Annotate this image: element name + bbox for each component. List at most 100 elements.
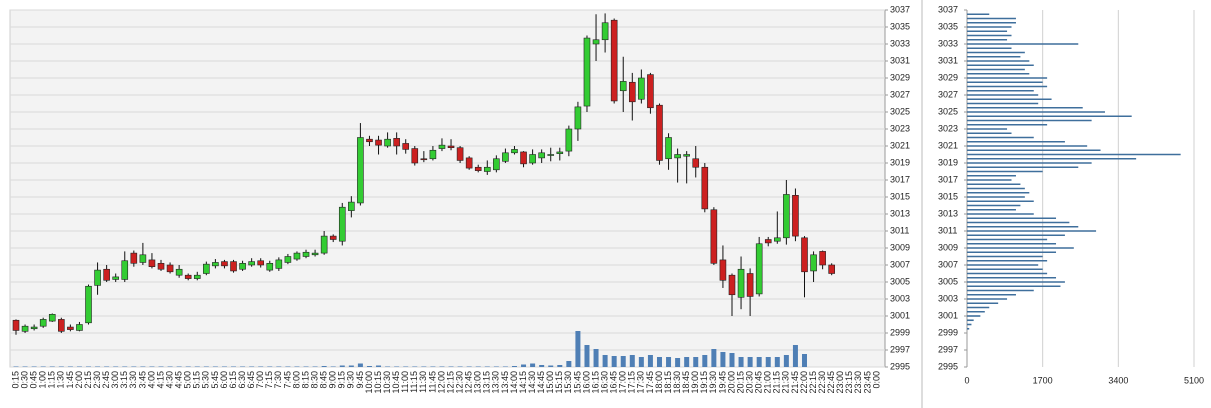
candle-body xyxy=(538,152,545,159)
volume-bar xyxy=(457,366,463,367)
y-tick-label: 3011 xyxy=(890,225,909,235)
y-tick-label: 3007 xyxy=(938,259,958,269)
x-tick-label: 0 xyxy=(964,375,969,385)
x-tick-label: 1:15 xyxy=(47,371,57,389)
x-tick-label: 23:00 xyxy=(835,371,845,394)
candle-body xyxy=(601,22,609,41)
candle-body xyxy=(565,128,573,152)
volume-bar xyxy=(31,366,37,367)
candle-body xyxy=(329,235,337,240)
x-tick-label: 8:15 xyxy=(300,371,310,389)
y-tick-label: 3005 xyxy=(890,276,910,286)
y-tick-label: 3037 xyxy=(890,4,910,14)
x-tick-label: 6:30 xyxy=(237,371,247,389)
volume-bar xyxy=(783,355,789,367)
x-tick-label: 0:15 xyxy=(10,371,20,389)
volume-bar xyxy=(122,366,128,367)
y-tick-label: 3003 xyxy=(938,293,958,303)
candle-body xyxy=(148,259,156,267)
volume-bar xyxy=(22,366,28,367)
candle-body xyxy=(493,158,500,171)
x-tick-label: 19:30 xyxy=(708,371,718,394)
x-tick-label: 9:15 xyxy=(337,371,347,389)
x-tick-label: 3:45 xyxy=(137,371,147,389)
y-tick-label: 3035 xyxy=(890,21,910,31)
volume-bar xyxy=(702,355,708,367)
volume-bar xyxy=(666,357,672,367)
x-tick-label: 7:15 xyxy=(264,371,274,389)
y-tick-label: 3031 xyxy=(938,55,958,65)
x-tick-label: 11:15 xyxy=(409,371,419,393)
candle-body xyxy=(665,137,672,160)
x-tick-label: 17:30 xyxy=(636,371,646,394)
y-tick-label: 3021 xyxy=(890,140,910,150)
volume-bar xyxy=(339,365,345,367)
candle-body xyxy=(438,144,446,149)
y-tick-label: 2997 xyxy=(938,344,958,354)
candle-body xyxy=(239,262,246,270)
volume-bar xyxy=(421,366,427,367)
candle-body xyxy=(692,158,700,168)
x-tick-label: 3:30 xyxy=(128,371,138,389)
candle-body xyxy=(48,313,56,322)
candle-body xyxy=(320,235,328,254)
x-tick-label: 20:15 xyxy=(735,371,745,394)
volume-bar xyxy=(104,366,110,367)
volume-bar xyxy=(86,366,92,367)
y-tick-label: 3029 xyxy=(938,72,958,82)
x-tick-label: 22:00 xyxy=(799,371,809,394)
volume-bar xyxy=(412,366,418,367)
candle-body xyxy=(465,157,473,169)
x-tick-label: 9:45 xyxy=(355,371,365,389)
x-tick-label: 15:00 xyxy=(545,371,555,394)
x-tick-label: 1:00 xyxy=(38,371,48,389)
volume-bar xyxy=(584,345,590,367)
x-tick-label: 2:15 xyxy=(83,371,93,389)
x-tick-label: 6:45 xyxy=(246,371,256,389)
volume-bar xyxy=(566,361,572,367)
candle-body xyxy=(610,19,618,102)
candle-body xyxy=(755,243,763,295)
candle-body xyxy=(21,325,29,332)
x-tick-label: 20:45 xyxy=(754,371,764,394)
x-tick-label: 10:30 xyxy=(382,371,392,394)
x-tick-label: 22:45 xyxy=(826,371,836,394)
x-tick-label: 16:30 xyxy=(599,371,609,394)
y-tick-label: 3023 xyxy=(890,123,910,133)
candle-body xyxy=(774,237,781,242)
candle-body xyxy=(628,81,636,103)
y-tick-label: 3013 xyxy=(890,208,910,218)
y-tick-label: 2997 xyxy=(890,344,910,354)
volume-bar xyxy=(131,366,137,367)
x-tick-label: 19:45 xyxy=(717,371,727,394)
candle-body xyxy=(375,139,382,146)
y-tick-label: 3021 xyxy=(938,140,958,150)
volume-bar xyxy=(711,349,717,367)
volume-bar xyxy=(366,366,372,367)
x-tick-label: 13:00 xyxy=(473,371,483,394)
candle-body xyxy=(574,106,582,130)
volume-bar xyxy=(285,366,291,367)
x-tick-label: 5:30 xyxy=(201,371,211,389)
candle-body xyxy=(39,319,47,327)
volume-bar xyxy=(357,363,363,367)
x-tick-label: 2:30 xyxy=(92,371,102,389)
volume-bar xyxy=(376,365,382,367)
candle-body xyxy=(520,151,527,165)
candle-body xyxy=(221,261,228,267)
x-tick-label: 8:30 xyxy=(309,371,319,389)
candle-body xyxy=(638,77,645,100)
candle-body xyxy=(266,262,274,271)
candle-body xyxy=(212,262,219,267)
candle-body xyxy=(193,274,201,279)
volume-bar xyxy=(765,357,771,367)
candle-body xyxy=(619,81,627,92)
x-tick-label: 22:15 xyxy=(808,371,818,394)
candle-body xyxy=(547,154,555,156)
candle-body xyxy=(420,158,428,161)
y-tick-label: 3019 xyxy=(938,157,958,167)
volume-bar xyxy=(439,366,445,367)
volume-bar xyxy=(303,366,309,367)
candle-body xyxy=(12,319,20,331)
